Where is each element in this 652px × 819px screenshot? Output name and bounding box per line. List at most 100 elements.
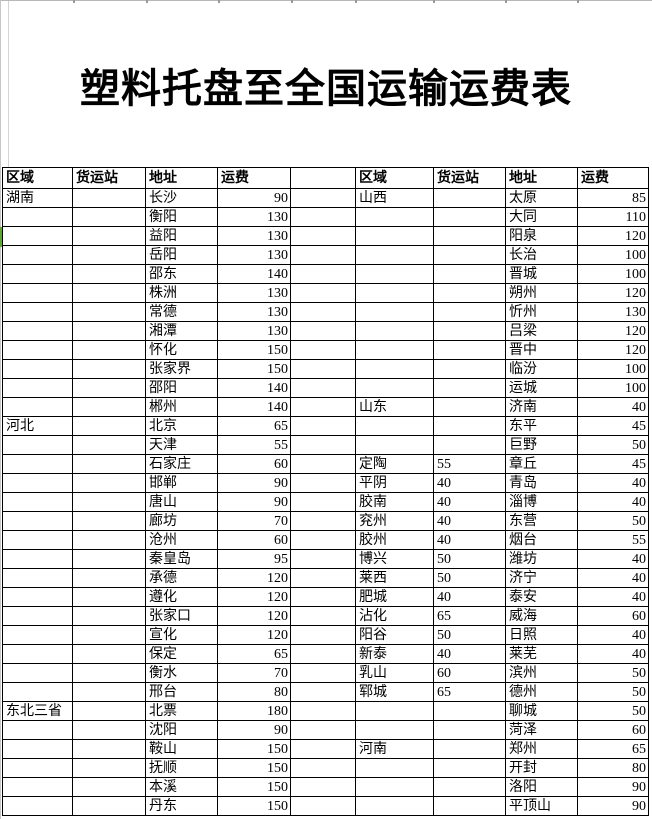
right-fee-cell[interactable]: 100 <box>577 245 649 265</box>
gap-cell[interactable] <box>290 587 356 607</box>
gap-cell[interactable] <box>290 777 356 797</box>
right-region-cell[interactable]: 胶南 <box>355 492 434 512</box>
left-fee-cell[interactable]: 130 <box>217 283 291 303</box>
right-fee-cell[interactable]: 40 <box>577 644 649 664</box>
left-fee-cell[interactable]: 65 <box>217 416 291 436</box>
right-station-cell[interactable] <box>433 226 506 246</box>
left-address-cell[interactable]: 益阳 <box>145 226 218 246</box>
left-station-cell[interactable] <box>72 492 146 512</box>
gap-cell[interactable] <box>290 644 356 664</box>
left-address-cell[interactable]: 邯郸 <box>145 473 218 493</box>
left-station-cell[interactable] <box>72 359 146 379</box>
right-region-cell[interactable] <box>355 245 434 265</box>
right-region-cell[interactable] <box>355 777 434 797</box>
right-station-cell[interactable]: 65 <box>433 606 506 626</box>
left-station-cell[interactable] <box>72 701 146 721</box>
gap-cell[interactable] <box>290 701 356 721</box>
col-header-fee-left[interactable]: 运费 <box>217 167 291 189</box>
right-address-cell[interactable]: 吕梁 <box>505 321 578 341</box>
right-fee-cell[interactable]: 90 <box>577 796 649 816</box>
left-station-cell[interactable] <box>72 796 146 816</box>
right-station-cell[interactable]: 60 <box>433 663 506 683</box>
left-station-cell[interactable] <box>72 530 146 550</box>
right-station-cell[interactable]: 40 <box>433 492 506 512</box>
right-station-cell[interactable] <box>433 397 506 417</box>
gap-cell[interactable] <box>290 321 356 341</box>
left-region-cell[interactable]: 河北 <box>2 416 73 436</box>
right-station-cell[interactable] <box>433 188 506 208</box>
left-region-cell[interactable] <box>2 587 73 607</box>
left-fee-cell[interactable]: 150 <box>217 758 291 778</box>
right-fee-cell[interactable]: 80 <box>577 758 649 778</box>
left-address-cell[interactable]: 沧州 <box>145 530 218 550</box>
left-address-cell[interactable]: 邵东 <box>145 264 218 284</box>
right-fee-cell[interactable]: 40 <box>577 625 649 645</box>
left-address-cell[interactable]: 邵阳 <box>145 378 218 398</box>
right-region-cell[interactable] <box>355 359 434 379</box>
right-region-cell[interactable]: 定陶 <box>355 454 434 474</box>
gap-header-cell[interactable] <box>290 167 356 189</box>
right-address-cell[interactable]: 济南 <box>505 397 578 417</box>
gap-cell[interactable] <box>290 435 356 455</box>
left-region-cell[interactable] <box>2 644 73 664</box>
right-station-cell[interactable]: 55 <box>433 454 506 474</box>
left-region-cell[interactable] <box>2 397 73 417</box>
right-station-cell[interactable] <box>433 264 506 284</box>
right-address-cell[interactable]: 运城 <box>505 378 578 398</box>
right-fee-cell[interactable]: 50 <box>577 511 649 531</box>
gap-cell[interactable] <box>290 530 356 550</box>
gap-cell[interactable] <box>290 739 356 759</box>
right-region-cell[interactable] <box>355 435 434 455</box>
right-station-cell[interactable] <box>433 283 506 303</box>
left-address-cell[interactable]: 常德 <box>145 302 218 322</box>
right-station-cell[interactable]: 50 <box>433 549 506 569</box>
right-fee-cell[interactable]: 50 <box>577 663 649 683</box>
left-station-cell[interactable] <box>72 606 146 626</box>
left-address-cell[interactable]: 张家口 <box>145 606 218 626</box>
gap-cell[interactable] <box>290 682 356 702</box>
left-station-cell[interactable] <box>72 549 146 569</box>
right-address-cell[interactable]: 平顶山 <box>505 796 578 816</box>
right-address-cell[interactable]: 菏泽 <box>505 720 578 740</box>
right-fee-cell[interactable]: 130 <box>577 302 649 322</box>
right-address-cell[interactable]: 洛阳 <box>505 777 578 797</box>
right-fee-cell[interactable]: 40 <box>577 397 649 417</box>
right-fee-cell[interactable]: 120 <box>577 226 649 246</box>
left-station-cell[interactable] <box>72 302 146 322</box>
gap-cell[interactable] <box>290 340 356 360</box>
left-station-cell[interactable] <box>72 777 146 797</box>
left-address-cell[interactable]: 保定 <box>145 644 218 664</box>
right-address-cell[interactable]: 威海 <box>505 606 578 626</box>
left-address-cell[interactable]: 郴州 <box>145 397 218 417</box>
right-address-cell[interactable]: 济宁 <box>505 568 578 588</box>
col-header-address-right[interactable]: 地址 <box>505 167 578 189</box>
right-region-cell[interactable]: 山西 <box>355 188 434 208</box>
left-fee-cell[interactable]: 150 <box>217 340 291 360</box>
right-fee-cell[interactable]: 120 <box>577 283 649 303</box>
left-station-cell[interactable] <box>72 188 146 208</box>
right-address-cell[interactable]: 晋中 <box>505 340 578 360</box>
left-region-cell[interactable] <box>2 359 73 379</box>
right-address-cell[interactable]: 太原 <box>505 188 578 208</box>
gap-cell[interactable] <box>290 663 356 683</box>
left-fee-cell[interactable]: 60 <box>217 454 291 474</box>
left-fee-cell[interactable]: 55 <box>217 435 291 455</box>
left-address-cell[interactable]: 廊坊 <box>145 511 218 531</box>
gap-cell[interactable] <box>290 606 356 626</box>
right-fee-cell[interactable]: 100 <box>577 359 649 379</box>
left-fee-cell[interactable]: 140 <box>217 397 291 417</box>
right-address-cell[interactable]: 聊城 <box>505 701 578 721</box>
left-region-cell[interactable] <box>2 682 73 702</box>
gap-cell[interactable] <box>290 758 356 778</box>
right-address-cell[interactable]: 日照 <box>505 625 578 645</box>
right-region-cell[interactable]: 兖州 <box>355 511 434 531</box>
right-fee-cell[interactable]: 45 <box>577 454 649 474</box>
left-fee-cell[interactable]: 120 <box>217 625 291 645</box>
left-station-cell[interactable] <box>72 511 146 531</box>
right-station-cell[interactable] <box>433 701 506 721</box>
right-fee-cell[interactable]: 120 <box>577 340 649 360</box>
right-station-cell[interactable]: 40 <box>433 644 506 664</box>
gap-cell[interactable] <box>290 549 356 569</box>
gap-cell[interactable] <box>290 473 356 493</box>
left-region-cell[interactable] <box>2 530 73 550</box>
